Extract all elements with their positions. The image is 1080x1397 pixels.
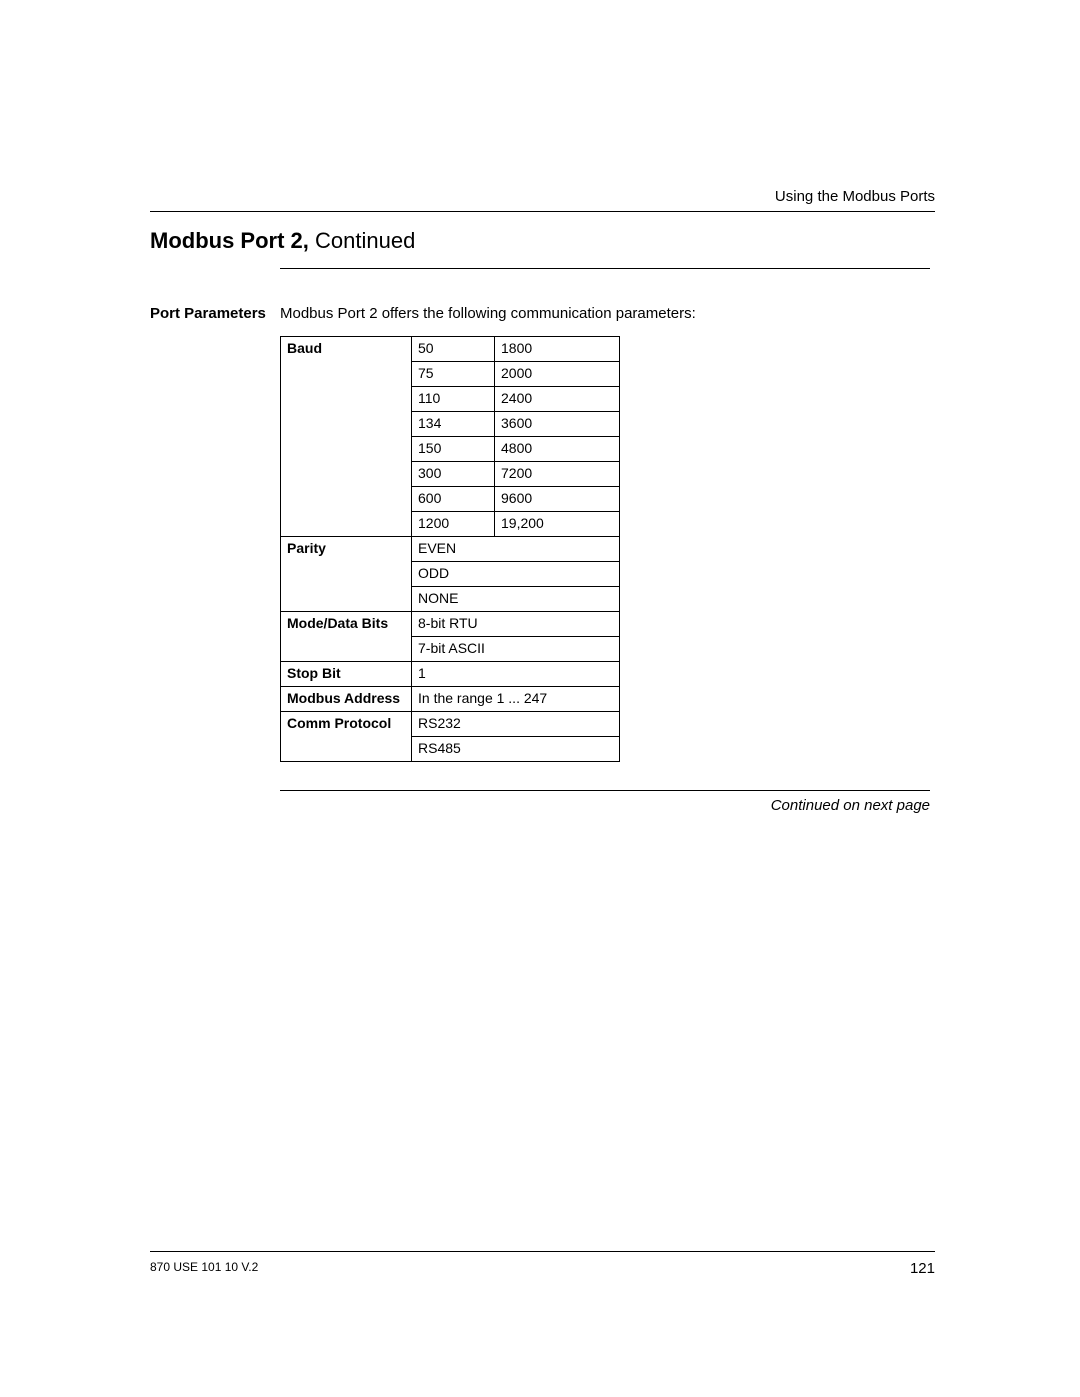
parity-cell: EVEN <box>412 537 620 562</box>
intro-text: Modbus Port 2 offers the following commu… <box>280 305 935 322</box>
comm-cell: RS232 <box>412 712 620 737</box>
baud-cell: 7200 <box>495 462 620 487</box>
baud-cell: 1800 <box>495 337 620 362</box>
section: Port Parameters Modbus Port 2 offers the… <box>150 305 935 762</box>
mode-cell: 7-bit ASCII <box>412 637 620 662</box>
comm-label: Comm Protocol <box>281 712 412 762</box>
title-rest: Continued <box>309 228 415 253</box>
section-body: Modbus Port 2 offers the following commu… <box>280 305 935 762</box>
running-head: Using the Modbus Ports <box>150 188 935 205</box>
top-rule <box>150 211 935 212</box>
footer: 870 USE 101 10 V.2 121 <box>150 1251 935 1277</box>
parity-label: Parity <box>281 537 412 612</box>
params-table: Baud 50 1800 752000 1102400 1343600 1504… <box>280 336 620 762</box>
baud-cell: 50 <box>412 337 495 362</box>
baud-cell: 110 <box>412 387 495 412</box>
baud-cell: 9600 <box>495 487 620 512</box>
table-row: Stop Bit 1 <box>281 662 620 687</box>
table-row: Comm Protocol RS232 <box>281 712 620 737</box>
side-label: Port Parameters <box>150 305 280 762</box>
baud-cell: 150 <box>412 437 495 462</box>
stop-label: Stop Bit <box>281 662 412 687</box>
baud-label: Baud <box>281 337 412 537</box>
page: Using the Modbus Ports Modbus Port 2, Co… <box>0 0 1080 1397</box>
baud-cell: 3600 <box>495 412 620 437</box>
mode-label: Mode/Data Bits <box>281 612 412 662</box>
continued-note: Continued on next page <box>280 790 930 814</box>
page-title: Modbus Port 2, Continued <box>150 228 935 254</box>
comm-cell: RS485 <box>412 737 620 762</box>
baud-cell: 19,200 <box>495 512 620 537</box>
addr-label: Modbus Address <box>281 687 412 712</box>
page-number: 121 <box>910 1260 935 1277</box>
baud-cell: 4800 <box>495 437 620 462</box>
baud-cell: 300 <box>412 462 495 487</box>
parity-cell: NONE <box>412 587 620 612</box>
parity-cell: ODD <box>412 562 620 587</box>
baud-cell: 2400 <box>495 387 620 412</box>
baud-cell: 134 <box>412 412 495 437</box>
table-row: Parity EVEN <box>281 537 620 562</box>
sub-rule <box>280 268 930 269</box>
addr-cell: In the range 1 ... 247 <box>412 687 620 712</box>
mode-cell: 8-bit RTU <box>412 612 620 637</box>
baud-cell: 75 <box>412 362 495 387</box>
table-row: Baud 50 1800 <box>281 337 620 362</box>
baud-cell: 1200 <box>412 512 495 537</box>
stop-cell: 1 <box>412 662 620 687</box>
table-row: Mode/Data Bits 8-bit RTU <box>281 612 620 637</box>
table-row: Modbus Address In the range 1 ... 247 <box>281 687 620 712</box>
baud-cell: 2000 <box>495 362 620 387</box>
baud-cell: 600 <box>412 487 495 512</box>
footer-doc-id: 870 USE 101 10 V.2 <box>150 1260 258 1277</box>
title-bold: Modbus Port 2, <box>150 228 309 253</box>
